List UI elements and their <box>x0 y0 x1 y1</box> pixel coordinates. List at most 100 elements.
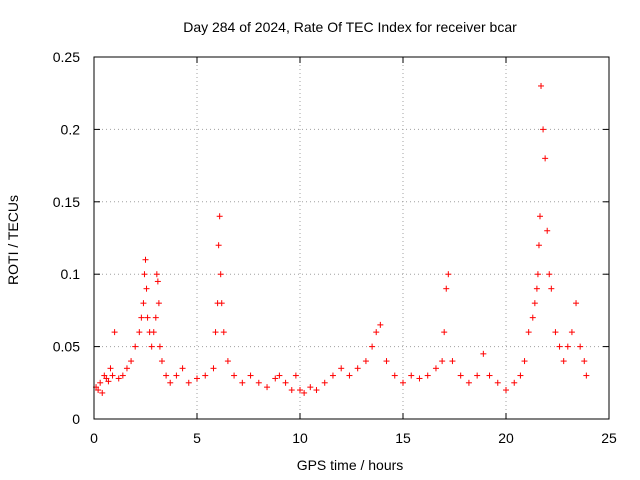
data-point <box>564 343 571 350</box>
x-tick-label: 0 <box>90 430 98 446</box>
data-point <box>534 271 541 278</box>
data-point <box>449 358 456 365</box>
plot-frame <box>93 56 610 420</box>
data-point <box>362 358 369 365</box>
data-point <box>400 379 406 386</box>
data-point <box>105 378 112 385</box>
data-point <box>95 387 102 394</box>
data-point <box>439 358 446 365</box>
data-point <box>581 358 588 365</box>
data-point <box>156 343 163 350</box>
data-point <box>210 365 217 372</box>
data-point <box>163 372 170 379</box>
data-point <box>521 358 528 365</box>
data-point <box>119 372 126 379</box>
y-tick-label: 0.2 <box>61 121 81 137</box>
data-point <box>142 256 149 263</box>
data-point <box>552 329 559 336</box>
data-point <box>154 278 161 285</box>
data-point <box>338 365 345 372</box>
data-point <box>153 271 160 278</box>
data-point <box>136 329 143 336</box>
data-point <box>535 242 542 249</box>
gridlines <box>94 57 609 419</box>
data-points <box>93 82 590 396</box>
data-point <box>546 271 553 278</box>
data-point <box>231 372 238 379</box>
data-point <box>217 271 224 278</box>
data-point <box>540 126 547 133</box>
data-point <box>354 365 361 372</box>
data-point <box>99 389 106 396</box>
data-point <box>329 372 336 379</box>
data-point <box>457 372 464 379</box>
data-point <box>441 329 448 336</box>
data-point <box>525 329 532 336</box>
data-point <box>517 372 524 379</box>
data-point <box>494 379 501 386</box>
data-point <box>556 343 563 350</box>
data-point <box>573 300 580 307</box>
x-tick-label: 5 <box>193 430 201 446</box>
data-point <box>218 300 225 307</box>
data-point <box>141 271 148 278</box>
data-point <box>109 372 116 379</box>
data-point <box>313 387 320 394</box>
x-tick-labels: 0 5 10 15 20 25 <box>90 430 617 446</box>
data-point <box>346 372 353 379</box>
data-point <box>247 372 254 379</box>
data-point <box>140 300 147 307</box>
data-point <box>123 365 130 372</box>
data-point <box>480 350 487 357</box>
data-point <box>150 329 157 336</box>
data-point <box>115 375 122 382</box>
data-point <box>167 379 174 386</box>
data-point <box>377 321 384 328</box>
data-point <box>138 314 145 321</box>
data-point <box>583 372 590 379</box>
data-point <box>179 365 186 372</box>
data-point <box>383 358 390 365</box>
data-point <box>224 358 231 365</box>
data-point <box>215 242 222 249</box>
data-point <box>301 389 308 396</box>
data-point <box>321 379 328 386</box>
data-point <box>194 375 200 382</box>
data-point <box>158 358 165 365</box>
y-axis-label: ROTI / TECUs <box>5 195 21 285</box>
data-point <box>369 343 376 350</box>
axis-ticks <box>93 56 610 420</box>
data-point <box>212 329 219 336</box>
data-point <box>288 387 295 394</box>
data-point <box>282 379 289 386</box>
data-point <box>152 314 159 321</box>
data-point <box>148 343 155 350</box>
data-point <box>486 372 493 379</box>
data-point <box>111 329 118 336</box>
data-point <box>445 271 452 278</box>
x-tick-label: 25 <box>601 430 617 446</box>
x-tick-label: 20 <box>498 430 514 446</box>
data-point <box>202 372 209 379</box>
data-point <box>511 379 518 386</box>
data-point <box>424 372 431 379</box>
data-point <box>292 372 299 379</box>
data-point <box>185 379 192 386</box>
data-point <box>276 372 283 379</box>
y-tick-label: 0 <box>72 411 80 427</box>
data-point <box>391 372 398 379</box>
data-point <box>474 372 481 379</box>
data-point <box>239 379 246 386</box>
data-point <box>143 285 150 292</box>
data-point <box>297 387 303 394</box>
data-point <box>255 379 262 386</box>
data-point <box>544 227 551 234</box>
data-point <box>536 213 543 220</box>
data-point <box>432 365 439 372</box>
data-point <box>531 300 538 307</box>
y-tick-labels: 0 0.05 0.1 0.15 0.2 0.25 <box>53 49 80 427</box>
data-point <box>538 82 545 89</box>
data-point <box>307 384 314 391</box>
